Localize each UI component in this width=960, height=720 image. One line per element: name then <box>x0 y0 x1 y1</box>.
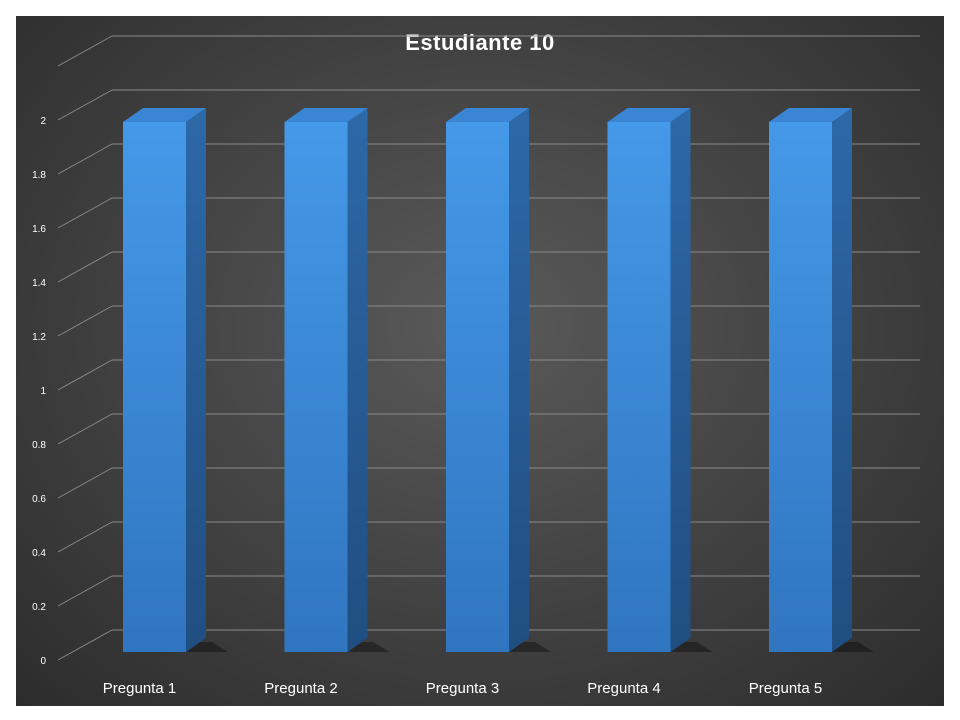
y-tick-label: 1.6 <box>32 224 46 235</box>
y-tick-label: 0.6 <box>32 494 46 505</box>
y-tick-label: 2 <box>40 116 46 127</box>
gridline-diagonal <box>57 467 113 499</box>
gridline-diagonal <box>57 197 113 229</box>
y-tick-label: 0.8 <box>32 440 46 451</box>
gridline-diagonal <box>57 143 113 175</box>
gridline-diagonal <box>57 413 113 445</box>
bar <box>607 122 671 652</box>
bar-side <box>670 108 691 652</box>
bar-side <box>509 108 529 652</box>
x-category-label: Pregunta 2 <box>264 680 337 697</box>
y-tick-label: 0.2 <box>32 602 46 613</box>
bar-chart: 0 0.2 0.4 0.6 0.8 1 1.2 1.4 1.6 1.8 2 Pregunta 1 Pre… <box>32 35 920 697</box>
gridline-diagonal <box>57 521 113 553</box>
chart-title: Estudiante 10 <box>405 30 555 55</box>
bar-side <box>832 108 852 652</box>
bar-top <box>769 108 852 122</box>
bar-top <box>123 108 206 122</box>
gridline-diagonal <box>57 251 113 283</box>
bar-top <box>446 108 529 122</box>
bar <box>769 122 832 652</box>
gridline-diagonal <box>57 89 113 121</box>
y-tick-label: 1.4 <box>32 278 46 289</box>
bar-side <box>347 108 368 652</box>
x-category-label: Pregunta 5 <box>749 680 822 697</box>
chart-area: Estudiante 10 0 0.2 0.4 0.6 0.8 1 1.2 1.4 1.6 1.8… <box>16 16 944 706</box>
y-tick-label: 1.2 <box>32 332 46 343</box>
y-tick-label: 1.8 <box>32 170 46 181</box>
bar-top <box>284 108 368 122</box>
bar-top <box>607 108 691 122</box>
x-category-label: Pregunta 1 <box>103 680 176 697</box>
bar-side <box>186 108 206 652</box>
y-tick-label: 0.4 <box>32 548 46 559</box>
x-category-label: Pregunta 4 <box>587 680 660 697</box>
gridline-diagonal <box>57 35 113 67</box>
bar <box>284 122 348 652</box>
gridline-diagonal <box>57 305 113 337</box>
gridline-diagonal <box>57 575 113 607</box>
x-category-label: Pregunta 3 <box>426 680 499 697</box>
gridline-diagonal <box>57 359 113 391</box>
y-tick-label: 1 <box>40 386 46 397</box>
bar <box>446 122 509 652</box>
bar <box>123 122 186 652</box>
gridline-diagonal <box>57 629 113 661</box>
y-tick-label: 0 <box>40 656 46 667</box>
